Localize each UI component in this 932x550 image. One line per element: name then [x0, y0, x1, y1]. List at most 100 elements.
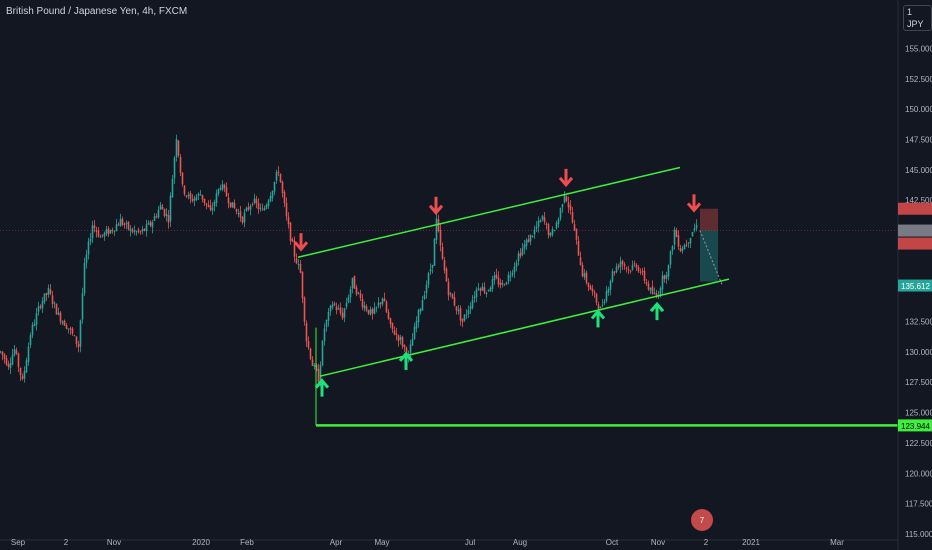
candle-body	[197, 193, 200, 196]
candle-body	[81, 293, 84, 320]
price-axis-bg	[898, 0, 932, 550]
candle-body	[173, 157, 176, 179]
candle-body	[535, 226, 538, 229]
candle-body	[115, 224, 118, 231]
candle-body	[617, 265, 620, 268]
candle-body	[157, 209, 160, 218]
candle-body	[393, 330, 396, 335]
candle-body	[171, 178, 174, 198]
candle-body	[329, 305, 332, 312]
entry-price-tag	[898, 224, 932, 237]
candle-body	[27, 346, 30, 362]
currency-selector[interactable]: 1 JPY	[903, 5, 932, 31]
trend-lines[interactable]	[297, 166, 898, 427]
candle-body	[601, 304, 604, 306]
candle-body	[53, 302, 56, 304]
candle-body	[543, 217, 546, 223]
candle-body	[139, 231, 142, 233]
candle-body	[549, 233, 552, 236]
candle-body	[199, 194, 202, 196]
x-tick-label: Feb	[240, 538, 254, 547]
candle-body	[75, 336, 78, 344]
candle-body	[579, 257, 582, 266]
x-tick-label: 2	[64, 538, 69, 547]
candle-body	[663, 275, 666, 280]
candle-body	[97, 231, 100, 237]
candle-body	[273, 181, 276, 192]
notification-badge-icon[interactable]: 7	[691, 509, 713, 531]
candle-body	[647, 283, 650, 290]
candle-body	[149, 221, 152, 226]
candle-body	[123, 223, 126, 225]
candle-body	[487, 290, 490, 292]
candle-body	[293, 240, 296, 257]
candle-body	[605, 291, 608, 301]
candle-body	[257, 203, 260, 210]
candle-body	[677, 235, 680, 247]
candle-body	[519, 252, 522, 256]
candle-body	[111, 230, 114, 232]
candle-body	[229, 202, 232, 207]
candle-body	[639, 271, 642, 273]
candle-body	[151, 222, 154, 228]
candle-body	[527, 239, 530, 243]
candle-body	[385, 301, 388, 313]
up-arrow-icon	[649, 301, 665, 321]
down-arrow-icon	[428, 196, 444, 216]
candle-body	[71, 328, 74, 334]
arrow-head	[649, 301, 665, 313]
candle-body	[395, 333, 398, 335]
arrows[interactable]	[293, 168, 702, 397]
arrow-head	[314, 378, 330, 389]
x-tick-label: Jul	[465, 538, 475, 547]
candle-body	[309, 348, 312, 360]
candle-body	[353, 276, 356, 289]
candle-body	[193, 198, 196, 201]
y-tick-label: 132.500	[905, 318, 932, 327]
candle-body	[593, 292, 596, 294]
candle-body	[457, 309, 460, 312]
candle-body	[245, 207, 248, 211]
candle-body	[575, 228, 578, 240]
candle-body	[129, 228, 132, 231]
candle-body	[219, 187, 222, 190]
candle-body	[633, 263, 636, 265]
candle-body	[299, 264, 302, 273]
candle-body	[497, 277, 500, 285]
candle-body	[233, 203, 236, 209]
candle-body	[641, 270, 644, 272]
candle-body	[659, 288, 662, 296]
candle-body	[463, 314, 466, 321]
candle-body	[213, 201, 216, 207]
x-tick-label: Nov	[651, 538, 665, 547]
up-arrow-icon	[590, 309, 606, 328]
candle-body	[113, 230, 116, 232]
candle-body	[609, 281, 612, 290]
candle-body	[537, 220, 540, 227]
candle-body	[289, 222, 292, 241]
candle-body	[421, 300, 424, 311]
candle-body	[581, 264, 584, 277]
candle-body	[413, 326, 416, 340]
x-tick-label: Mar	[830, 538, 844, 547]
candle-body	[13, 349, 16, 356]
candle-body	[577, 240, 580, 256]
candle-body	[417, 310, 420, 323]
y-tick-label: 145.000	[905, 166, 932, 175]
candle-body	[263, 208, 266, 211]
trade-box[interactable]	[699, 208, 723, 285]
candle-body	[147, 223, 150, 225]
candle-body	[491, 279, 494, 289]
candle-body	[585, 272, 588, 283]
candle-body	[649, 288, 652, 291]
candle-body	[399, 337, 402, 340]
candle-body	[635, 264, 638, 268]
candle-body	[357, 292, 360, 294]
x-tick-label: Sep	[11, 538, 26, 547]
candle-body	[599, 306, 602, 309]
symbol-title[interactable]: British Pound / Japanese Yen, 4h, FXCM	[6, 6, 188, 17]
candle-body	[159, 204, 162, 210]
